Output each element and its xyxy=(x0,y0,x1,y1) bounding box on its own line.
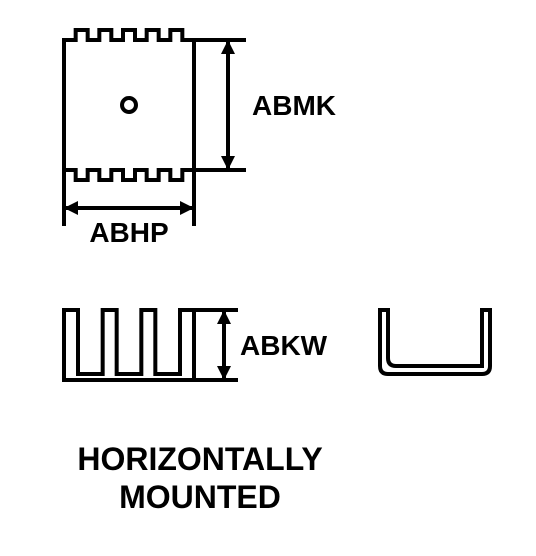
heatsink-top-view xyxy=(64,30,194,180)
arrowhead-icon xyxy=(221,40,235,54)
heatsink-side-fins xyxy=(64,310,194,380)
title-line-2: MOUNTED xyxy=(119,479,281,515)
arrowhead-icon xyxy=(64,201,78,215)
arrowhead-icon xyxy=(217,366,231,380)
title-line-1: HORIZONTALLY xyxy=(77,441,322,477)
dimension-label-abmk: ABMK xyxy=(252,90,336,121)
center-hole-icon xyxy=(122,98,136,112)
dimension-label-abhp: ABHP xyxy=(89,217,168,248)
dimension-label-abkw: ABKW xyxy=(240,330,328,361)
arrowhead-icon xyxy=(217,310,231,324)
u-channel-icon xyxy=(380,310,490,374)
arrowhead-icon xyxy=(221,156,235,170)
arrowhead-icon xyxy=(180,201,194,215)
